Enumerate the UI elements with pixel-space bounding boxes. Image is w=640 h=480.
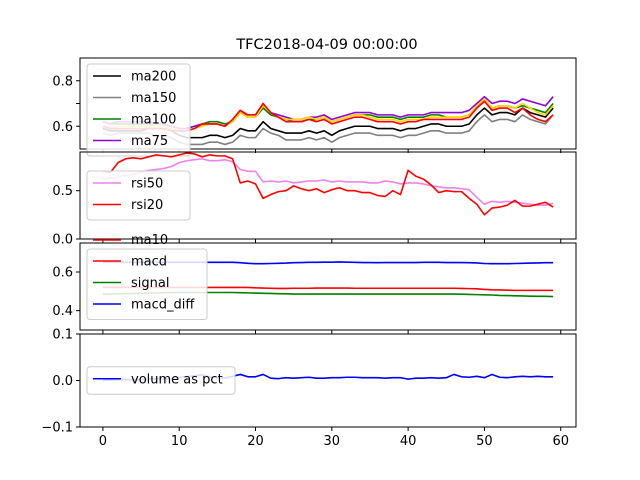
panel-macd: 0.4 0.6 ma10 macd signal macd_diff [52,233,577,334]
legend-label: rsi20 [131,198,163,213]
x-tick-label: 0 [99,434,107,449]
panel-frame [79,151,577,240]
y-tick-label: 0.1 [52,328,73,343]
legend-box [86,63,191,157]
chart-title: TFC2018-04-09 00:00:00 [235,37,417,53]
y-tick-label: 0.5 [52,184,73,199]
y-tick-label: 0.6 [52,266,73,281]
x-tick-label: 40 [400,434,417,449]
x-tick-label: 20 [247,434,264,449]
panel-ma-legend: ma200 ma150 ma100 ma75 [86,63,191,157]
legend-label: ma200 [131,70,176,85]
panel-ma: 0.6 0.8 ma200 ma150 ma100 ma75 [52,57,577,157]
legend-label: ma75 [131,134,168,149]
y-tick-label: 0.8 [52,74,73,89]
legend-overlap-remnant: ma10 [93,233,168,248]
y-tick-label: 0.0 [52,374,73,389]
panel-rsi: 0.0 0.5 rsi50 rsi20 [52,151,577,248]
legend-label: signal [131,276,169,291]
legend-label: volume as pct [131,372,223,387]
legend-box [86,366,236,395]
panel-rsi-lines [102,152,554,216]
x-tick-label: 30 [324,434,341,449]
legend-label: macd [131,255,167,270]
panel-volume-legend: volume as pct [86,366,236,395]
legend-label: macd_diff [131,298,195,313]
chart-panels: 0.60.8 ma200ma150ma100ma750.00.5rsi50rsi2… [41,57,577,449]
x-tick-label: 60 [552,434,569,449]
series-line-rsi50 [102,157,554,206]
legend-label: rsi50 [131,177,163,192]
y-tick-label: −0.1 [41,421,73,436]
panel-volume: −0.1 0.0 0.1 0 10 20 30 40 50 60 volume as pct [41,328,577,449]
legend-label: ma100 [131,113,176,128]
x-tick-label: 50 [476,434,493,449]
legend-box [86,248,208,320]
series-line-rsi20 [102,152,554,216]
panel-rsi-legend: rsi50 rsi20 [86,170,191,221]
y-tick-label: 0.0 [52,233,73,248]
y-tick-label: 0.4 [52,304,73,319]
legend-label: ma150 [131,91,176,106]
x-tick-label: 10 [171,434,188,449]
panel-macd-legend: macd signal macd_diff [86,248,208,320]
legend-label: ma10 [131,233,168,248]
y-tick-label: 0.6 [52,120,73,135]
panel-frame [79,242,577,331]
